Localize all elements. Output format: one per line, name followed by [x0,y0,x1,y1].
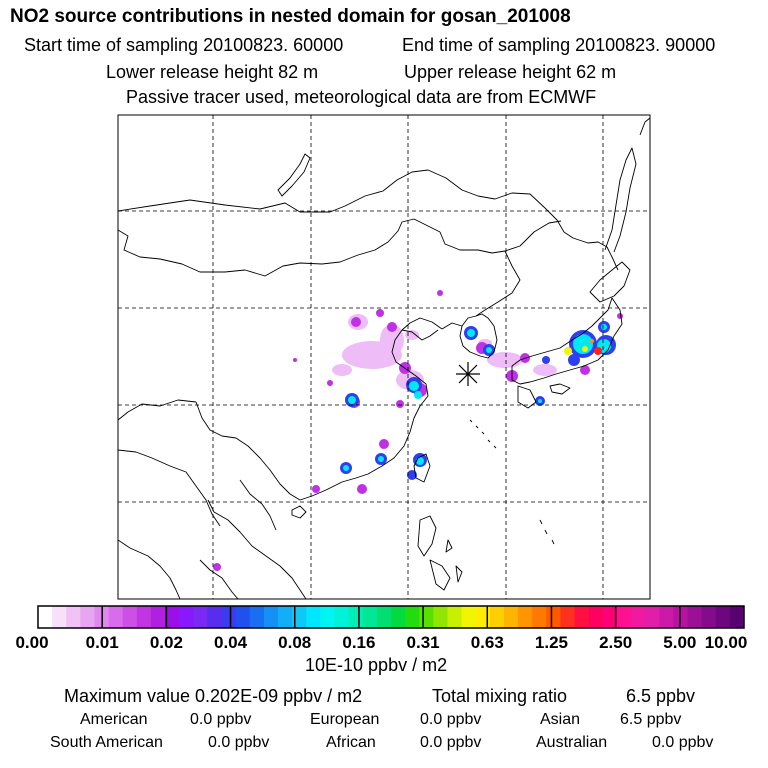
color-scale-cell [52,606,67,628]
color-scale-tick-label: 0.31 [406,633,440,652]
region-african-value: 0.0 ppbv [420,734,482,751]
color-scale-tick-label: 0.04 [213,633,248,652]
color-scale-cell [249,606,265,628]
color-scale-cell [518,606,533,628]
receptor-marker [456,362,480,386]
region-american-label: American [80,711,148,728]
color-scale-cell [461,606,477,628]
color-scale-cell [433,606,448,628]
region-american-value: 0.0 ppbv [190,711,252,728]
color-scale-tick-label: 0.63 [470,633,504,652]
color-scale-cell [38,606,53,628]
region-australian-value: 0.0 ppbv [652,734,714,751]
color-scale-cell [616,606,632,628]
coastlines-borders [118,117,650,599]
color-scale-tick-label: 5.00 [663,633,697,652]
region-european-value: 0.0 ppbv [420,711,482,728]
color-scale-cell [136,606,152,628]
color-scale-cell [150,606,166,628]
color-scale-cell [207,606,223,628]
color-scale-tick-label: 1.25 [534,633,568,652]
color-scale-cell [376,606,392,628]
maximum-value: Maximum value 0.202E-09 ppbv / m2 [64,686,363,706]
color-scale-tick-label: 2.50 [599,633,633,652]
color-scale-cell [278,606,293,628]
region-asian-label: Asian [540,711,581,728]
color-scale-cell [306,606,321,628]
start-time: Start time of sampling 20100823. 60000 [24,35,344,55]
region-european-label: European [310,711,380,728]
map-frame [117,114,651,600]
color-scale-cell [659,606,674,628]
color-scale-cell [687,606,703,628]
color-scale-cell [715,606,731,628]
color-scale-cell [729,606,745,628]
color-scale-cell [588,606,604,628]
color-scale-cell [602,606,618,628]
color-scale-cell [263,606,279,628]
color-scale-cell [292,606,307,628]
lat-lon-grid [118,115,650,599]
color-scale-cell [447,606,463,628]
color-scale-cell [574,606,590,628]
region-asian-value: 6.5 ppbv [620,711,682,728]
color-scale-cell [645,606,660,628]
region-african-label: African [326,734,376,751]
color-scale-tick-label: 0.08 [278,633,312,652]
color-scale-tick-label: 0.01 [85,633,119,652]
color-scale-cell [546,606,561,628]
upper-release-height: Upper release height 62 m [404,62,617,82]
color-scale-cell [475,606,491,628]
map-title: NO2 source contributions in nested domai… [10,6,571,27]
color-scale-cell [348,606,364,628]
color-scale-cell [221,606,237,628]
color-scale-tick-label: 0.02 [149,633,183,652]
color-scale-cell [108,606,124,628]
lower-release-height: Lower release height 82 m [106,62,319,82]
color-scale-cell [560,606,576,628]
region-australian-label: Australian [536,734,608,751]
region-south-american-value: 0.0 ppbv [208,734,270,751]
color-scale-cell [66,606,81,628]
color-scale-cell [165,606,180,628]
color-scale-cell [80,606,95,628]
color-scale-cell [122,606,138,628]
region-south-american-label: South American [50,734,163,751]
color-scale-cell [193,606,208,628]
color-scale-cell [235,606,251,628]
color-scale-cell [179,606,194,628]
passive-tracer-note: Passive tracer used, meteorological data… [126,87,597,107]
color-scale-cell [673,606,689,628]
total-mixing-ratio-value: 6.5 ppbv [626,686,696,706]
color-scale-cell [419,606,434,628]
color-scale-tick-label: 0.00 [15,633,49,652]
color-scale-cell [405,606,420,628]
color-scale-cell [362,606,378,628]
color-scale-cell [391,606,406,628]
color-scale-cell [320,606,336,628]
color-scale-cell [334,606,350,628]
end-time: End time of sampling 20100823. 90000 [402,35,716,55]
color-scale-tick-label: 0.16 [342,633,376,652]
color-scale-cell [503,606,519,628]
color-scale-cell [701,606,717,628]
color-scale-units: 10E-10 ppbv / m2 [305,655,448,675]
color-scale-tick-label: 10.00 [704,633,748,652]
color-scale-cell [489,606,505,628]
color-scale-cell [532,606,547,628]
color-scale-cell [631,606,646,628]
total-mixing-ratio-label: Total mixing ratio [432,686,568,706]
